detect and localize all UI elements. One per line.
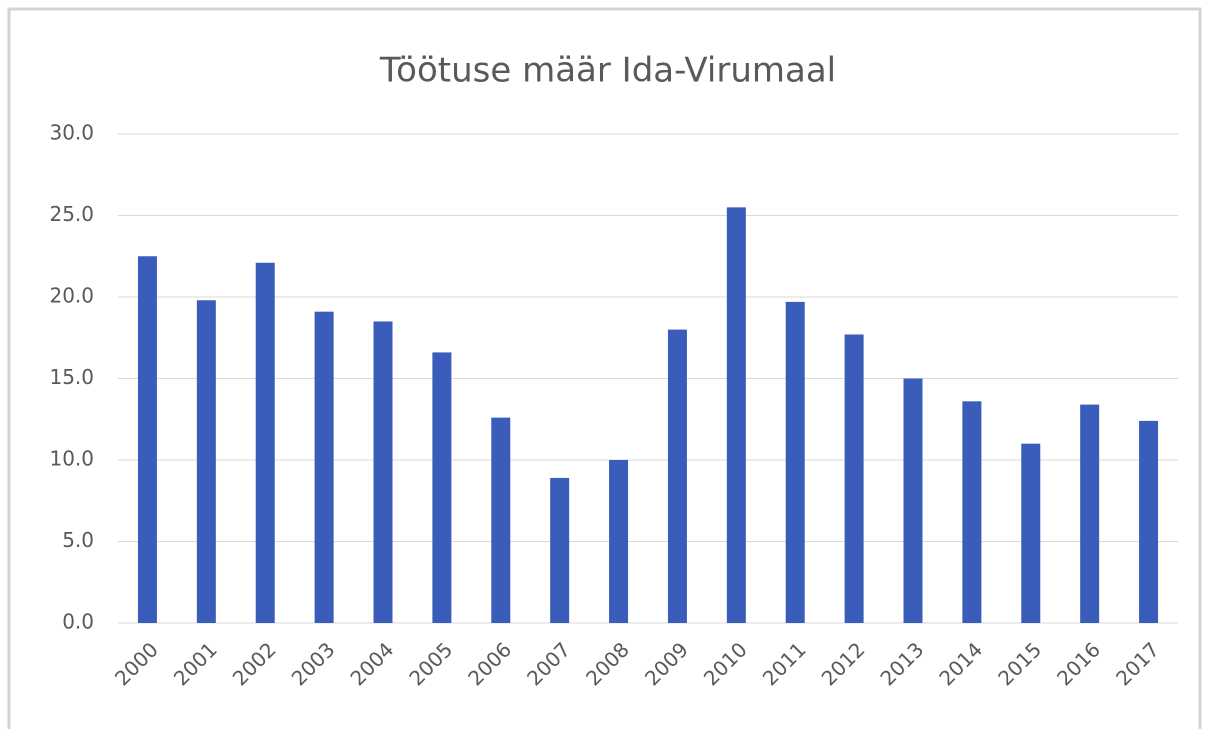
- bar: [137, 256, 157, 623]
- bar: [903, 378, 923, 623]
- bar: [196, 300, 216, 623]
- y-tick-label: 10.0: [49, 447, 94, 471]
- bar: [1021, 443, 1041, 623]
- y-tick-label: 15.0: [49, 365, 94, 389]
- y-tick-label: 20.0: [49, 284, 94, 308]
- y-tick-label: 25.0: [49, 202, 94, 226]
- bar: [314, 311, 334, 623]
- chart-frame: [7, 7, 1202, 729]
- bar: [1080, 404, 1100, 623]
- bar: [667, 329, 687, 623]
- chart-title: Töötuse määr Ida-Virumaal: [379, 51, 836, 91]
- bar: [844, 334, 864, 623]
- bar: [785, 301, 805, 623]
- bar: [491, 417, 511, 623]
- y-tick-label: 0.0: [62, 610, 94, 634]
- bar: [373, 321, 393, 623]
- bar: [550, 477, 570, 623]
- y-tick-label: 30.0: [49, 121, 94, 145]
- bar: [609, 460, 629, 623]
- y-tick-label: 5.0: [62, 528, 94, 552]
- bar: [726, 207, 746, 623]
- bar: [1139, 420, 1159, 623]
- bar: [962, 401, 982, 623]
- bar: [255, 262, 275, 623]
- bar: [432, 352, 452, 623]
